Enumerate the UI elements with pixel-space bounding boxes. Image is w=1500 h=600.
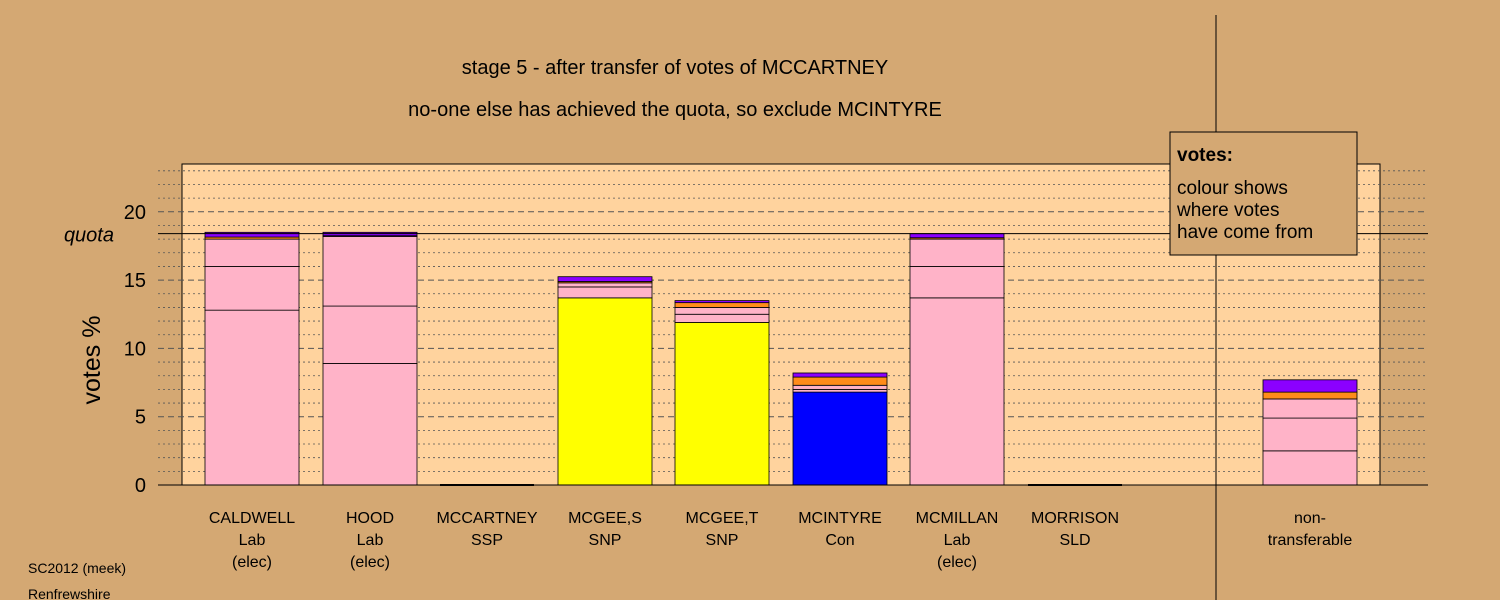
bar-segment — [909, 233, 1005, 239]
legend-title: votes: — [1177, 145, 1233, 166]
y-tick-label: 5 — [135, 407, 146, 429]
category-label: Lab — [239, 532, 266, 549]
y-tick-label: 15 — [124, 270, 146, 292]
bar-segment — [1262, 379, 1358, 393]
category-label: SLD — [1059, 532, 1090, 549]
bar-segment — [322, 235, 418, 307]
category-label: (elec) — [937, 554, 977, 571]
bar-segment — [204, 266, 300, 311]
bar-segment — [1262, 398, 1358, 419]
y-tick-label: 20 — [124, 202, 146, 224]
category-label: MCGEE,S — [568, 510, 642, 527]
category-label: MORRISON — [1031, 510, 1119, 527]
bar-segment — [557, 297, 653, 486]
category-label: Lab — [944, 532, 971, 549]
bar-segment — [204, 309, 300, 486]
bar-segment — [674, 307, 770, 315]
category-label: MCINTYRE — [798, 510, 882, 527]
category-label: (elec) — [232, 554, 272, 571]
footer-method: SC2012 (meek) — [28, 560, 126, 576]
bar-segment — [792, 384, 888, 390]
bar-segment — [557, 282, 653, 288]
footer-constituency: Renfrewshire — [28, 586, 111, 600]
category-label: transferable — [1268, 532, 1353, 549]
category-label: SNP — [589, 532, 622, 549]
legend: votes: colour shows where votes have com… — [1169, 131, 1358, 256]
bar-segment — [674, 322, 770, 486]
bar-segment — [204, 231, 300, 238]
bar-segment — [909, 238, 1005, 267]
bar-segment — [322, 363, 418, 486]
bar-segment — [204, 238, 300, 267]
category-label: Con — [825, 532, 854, 549]
category-label: non- — [1294, 510, 1326, 527]
legend-line: where votes — [1176, 200, 1279, 221]
legend-line: colour shows — [1177, 178, 1288, 199]
category-label: MCMILLAN — [916, 510, 999, 527]
bars — [204, 231, 1358, 486]
bar-segment — [1262, 391, 1358, 400]
bar-segment — [322, 305, 418, 364]
legend-box — [1169, 131, 1358, 256]
bar-segment — [792, 391, 888, 486]
category-label: CALDWELL — [209, 510, 295, 527]
category-label: (elec) — [350, 554, 390, 571]
bar-segment — [674, 300, 770, 304]
quota-label: quota — [64, 225, 114, 247]
bar-segment — [557, 286, 653, 299]
y-axis-label: votes % — [78, 316, 106, 405]
legend-line: have come from — [1177, 222, 1313, 243]
category-labels: CALDWELL Lab (elec) HOOD Lab (elec) MCCARTNEY S… — [209, 510, 1352, 571]
category-label: HOOD — [346, 510, 394, 527]
category-label: SSP — [471, 532, 503, 549]
chart-subtitle: no-one else has achieved the quota, so e… — [408, 99, 942, 121]
bar-segment — [674, 302, 770, 308]
y-tick-label: 10 — [124, 338, 146, 360]
bar-segment — [792, 372, 888, 378]
bar-segment — [792, 388, 888, 393]
category-label: MCGEE,T — [686, 510, 759, 527]
category-label: SNP — [706, 532, 739, 549]
bar-segment — [909, 297, 1005, 486]
bar-segment — [1262, 450, 1358, 486]
y-tick-label: 0 — [135, 475, 146, 497]
bar-segment — [674, 313, 770, 323]
chart-title: stage 5 - after transfer of votes of MCC… — [462, 57, 888, 79]
category-label: Lab — [357, 532, 384, 549]
bar-segment — [557, 276, 653, 282]
bar-segment — [1262, 417, 1358, 452]
bar-segment — [792, 376, 888, 386]
category-label: MCCARTNEY — [436, 510, 537, 527]
bar-segment — [909, 266, 1005, 299]
